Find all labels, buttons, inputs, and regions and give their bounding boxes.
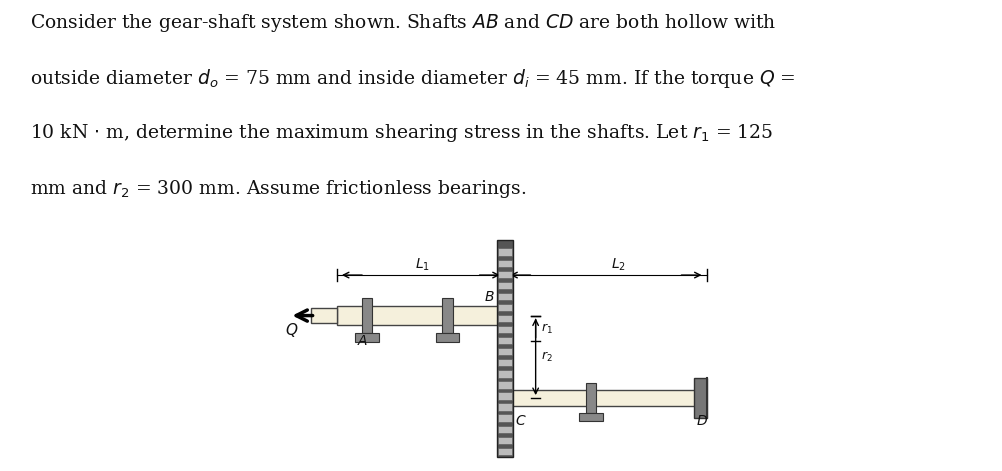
Bar (578, 413, 602, 421)
Bar (497, 304, 512, 311)
Bar (497, 348, 512, 356)
Bar (497, 315, 512, 322)
Text: mm and $r_2$ = 300 mm. Assume frictionless bearings.: mm and $r_2$ = 300 mm. Assume frictionle… (30, 178, 526, 200)
Bar (585, 383, 595, 413)
Bar (337, 306, 503, 325)
Bar (497, 249, 512, 256)
Text: $L_2$: $L_2$ (610, 257, 625, 273)
Bar (497, 447, 512, 455)
Text: outside diameter $d_o$ = 75 mm and inside diameter $d_i$ = 45 mm. If the torque : outside diameter $d_o$ = 75 mm and insid… (30, 67, 795, 90)
Text: $D$: $D$ (694, 414, 706, 428)
Bar (497, 359, 512, 366)
Bar (311, 308, 337, 323)
Bar (497, 337, 512, 344)
Bar (435, 333, 459, 342)
Bar (497, 271, 512, 278)
Text: $r_1$: $r_1$ (541, 322, 553, 335)
Text: $C$: $C$ (515, 414, 526, 428)
Bar (442, 298, 452, 333)
Bar (497, 403, 512, 411)
Bar (497, 370, 512, 378)
Text: $r_2$: $r_2$ (541, 350, 552, 364)
Bar (497, 414, 512, 422)
Text: $Q$: $Q$ (285, 321, 298, 339)
Bar (497, 282, 512, 289)
Bar (362, 298, 372, 333)
Text: $A$: $A$ (357, 334, 368, 348)
Text: Consider the gear-shaft system shown. Shafts $\mathit{AB}$ and $\mathit{CD}$ are: Consider the gear-shaft system shown. Sh… (30, 12, 776, 34)
Bar (497, 293, 512, 300)
Bar (497, 392, 512, 399)
Bar (497, 260, 512, 267)
Bar (503, 390, 694, 406)
Bar (497, 382, 512, 389)
Bar (496, 240, 513, 457)
Text: $L_1$: $L_1$ (415, 257, 430, 273)
Bar (693, 378, 706, 418)
Text: 10 kN $\cdot$ m, determine the maximum shearing stress in the shafts. Let $r_1$ : 10 kN $\cdot$ m, determine the maximum s… (30, 122, 773, 145)
Text: $B$: $B$ (483, 290, 494, 304)
Bar (497, 437, 512, 444)
Bar (355, 333, 379, 342)
Bar (497, 426, 512, 433)
Bar (497, 326, 512, 333)
